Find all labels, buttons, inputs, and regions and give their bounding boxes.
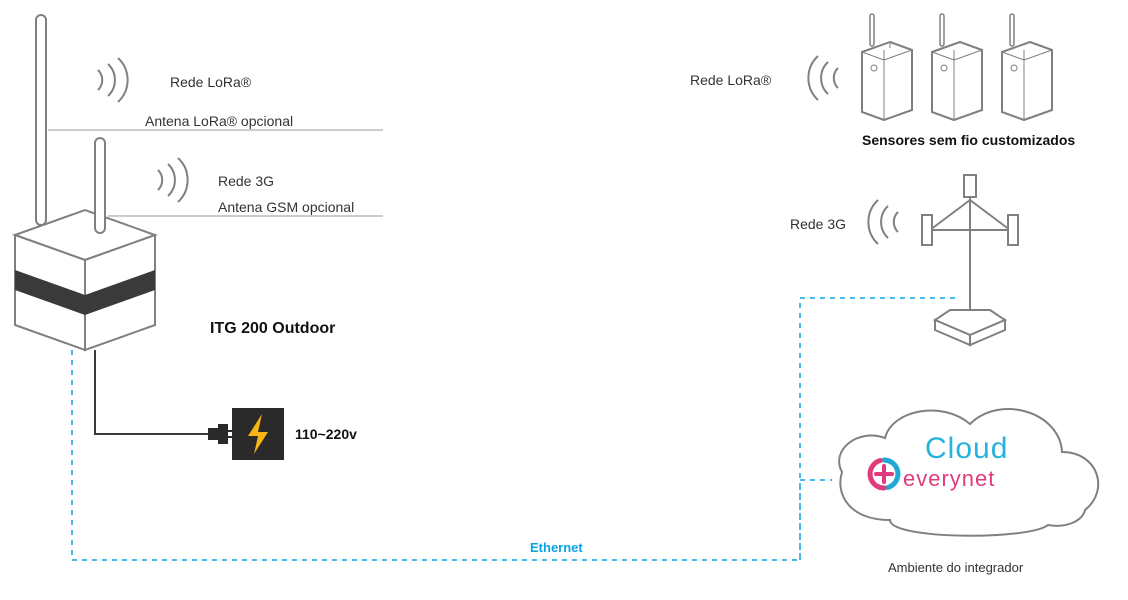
- diagram-canvas: [0, 0, 1128, 600]
- power-wire: [95, 350, 208, 434]
- ethernet-path: [72, 298, 960, 560]
- label-ethernet: Ethernet: [530, 540, 583, 555]
- label-rede-lora-right: Rede LoRa®: [690, 72, 771, 88]
- label-antena-gsm: Antena GSM opcional: [218, 199, 354, 215]
- label-sensors-title: Sensores sem fio customizados: [862, 132, 1075, 148]
- sensor-3: [1002, 14, 1052, 120]
- label-cloud-title: Cloud: [925, 432, 1008, 466]
- power-box: [232, 408, 284, 460]
- signal-3g-in: [868, 200, 898, 244]
- label-power: 110~220v: [295, 426, 357, 442]
- label-gateway-name: ITG 200 Outdoor: [210, 320, 335, 338]
- label-integrator-env: Ambiente do integrador: [888, 560, 1023, 575]
- signal-3g-out: [158, 158, 188, 202]
- label-everynet: everynet: [903, 466, 995, 492]
- signal-lora-out: [98, 58, 128, 102]
- label-rede-3g-right: Rede 3G: [790, 216, 846, 232]
- everynet-icon: [870, 460, 898, 488]
- label-rede-lora-left: Rede LoRa®: [170, 74, 251, 90]
- plug-icon: [208, 424, 236, 444]
- sensor-2: [932, 14, 982, 120]
- sensor-1: [862, 14, 912, 120]
- label-antena-lora: Antena LoRa® opcional: [145, 113, 293, 129]
- label-rede-3g-left: Rede 3G: [218, 173, 274, 189]
- cell-tower: [922, 175, 1018, 345]
- gateway-box: [15, 15, 155, 350]
- signal-lora-in: [808, 56, 838, 100]
